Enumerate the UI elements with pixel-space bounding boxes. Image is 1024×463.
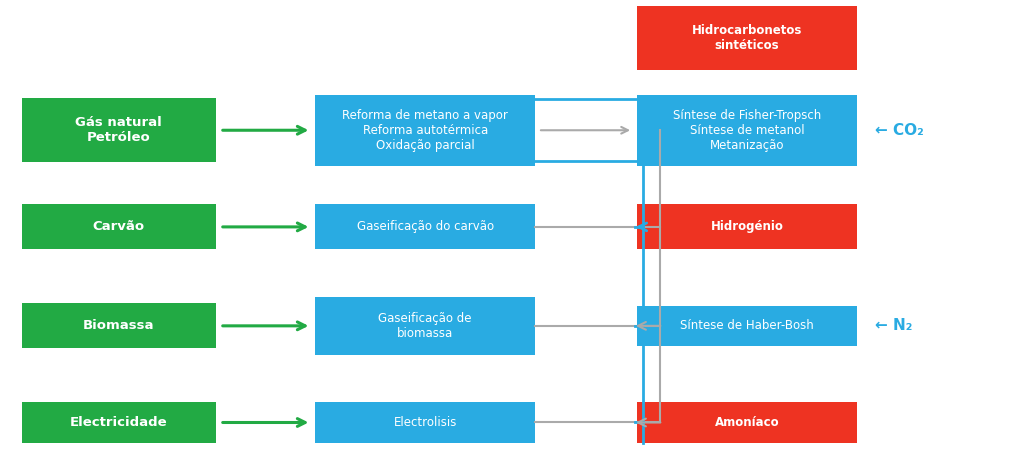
FancyBboxPatch shape: [637, 402, 857, 443]
Text: Hidrogénio: Hidrogénio: [711, 220, 783, 233]
Text: Gás natural
Petróleo: Gás natural Petróleo: [76, 116, 162, 144]
FancyBboxPatch shape: [22, 303, 216, 348]
FancyBboxPatch shape: [22, 402, 216, 443]
Text: ← CO₂: ← CO₂: [876, 123, 924, 138]
Text: Síntese de Haber-Bosh: Síntese de Haber-Bosh: [680, 319, 814, 332]
Text: Reforma de metano a vapor
Reforma autotérmica
Oxidação parcial: Reforma de metano a vapor Reforma autoté…: [342, 109, 508, 152]
Text: ← N₂: ← N₂: [876, 319, 912, 333]
Text: Electrolisis: Electrolisis: [393, 416, 457, 429]
FancyBboxPatch shape: [637, 306, 857, 346]
FancyBboxPatch shape: [315, 94, 535, 166]
Text: Síntese de Fisher-Tropsch
Síntese de metanol
Metanização: Síntese de Fisher-Tropsch Síntese de met…: [673, 109, 821, 152]
Text: Amoníaco: Amoníaco: [715, 416, 779, 429]
Text: Biomassa: Biomassa: [83, 319, 155, 332]
FancyBboxPatch shape: [22, 98, 216, 163]
FancyBboxPatch shape: [637, 94, 857, 166]
FancyBboxPatch shape: [315, 402, 535, 443]
FancyBboxPatch shape: [22, 204, 216, 250]
Text: Gaseificação do carvão: Gaseificação do carvão: [356, 220, 494, 233]
FancyBboxPatch shape: [315, 297, 535, 355]
Text: Gaseificação de
biomassa: Gaseificação de biomassa: [379, 312, 472, 340]
Text: Hidrocarbonetos
sintéticos: Hidrocarbonetos sintéticos: [691, 24, 802, 52]
FancyBboxPatch shape: [315, 204, 535, 250]
FancyBboxPatch shape: [637, 6, 857, 70]
FancyBboxPatch shape: [637, 204, 857, 250]
Text: Electricidade: Electricidade: [70, 416, 168, 429]
Text: Carvão: Carvão: [93, 220, 144, 233]
